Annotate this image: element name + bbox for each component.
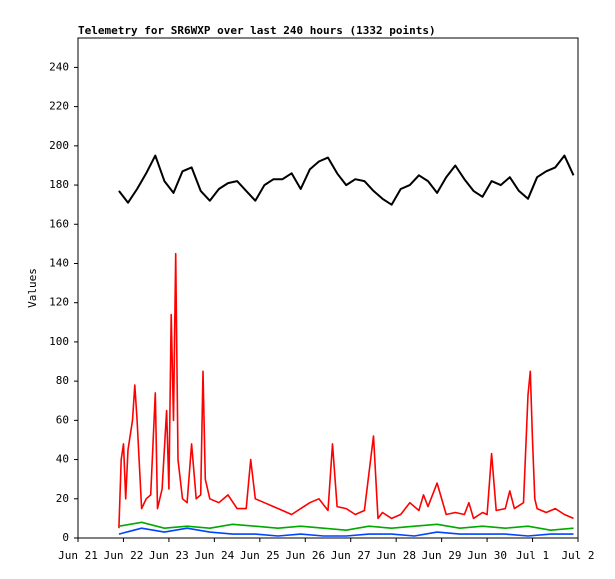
series-line: [118, 252, 574, 529]
y-tick-label: 60: [56, 413, 69, 426]
x-tick-label: Jul 2: [561, 549, 594, 562]
x-tick-label: Jun 27: [331, 549, 371, 562]
x-tick-label: Jul 1: [516, 549, 549, 562]
y-tick-label: 220: [49, 100, 69, 113]
y-tick-label: 200: [49, 139, 69, 152]
x-tick-label: Jun 28: [376, 549, 416, 562]
x-tick-label: Jun 21: [58, 549, 98, 562]
series-line: [118, 521, 574, 531]
y-tick-label: 240: [49, 60, 69, 73]
x-tick-label: Jun 25: [240, 549, 280, 562]
y-tick-label: 0: [62, 531, 69, 544]
y-tick-label: 20: [56, 492, 69, 505]
series-line: [118, 154, 575, 206]
series-line: [118, 527, 574, 537]
x-tick-label: Jun 30: [467, 549, 507, 562]
chart-title: Telemetry for SR6WXP over last 240 hours…: [78, 24, 436, 37]
y-tick-label: 160: [49, 217, 69, 230]
y-tick-label: 40: [56, 453, 69, 466]
x-tick-label: Jun 29: [422, 549, 462, 562]
x-tick-label: Jun 26: [285, 549, 325, 562]
x-tick-label: Jun 22: [104, 549, 144, 562]
y-tick-label: 100: [49, 335, 69, 348]
y-axis-label: Values: [26, 268, 39, 308]
plot-frame: [77, 37, 579, 539]
y-tick-label: 120: [49, 296, 69, 309]
y-tick-label: 80: [56, 374, 69, 387]
y-tick-label: 140: [49, 256, 69, 269]
x-tick-label: Jun 23: [149, 549, 189, 562]
y-tick-label: 180: [49, 178, 69, 191]
x-tick-label: Jun 24: [194, 549, 234, 562]
